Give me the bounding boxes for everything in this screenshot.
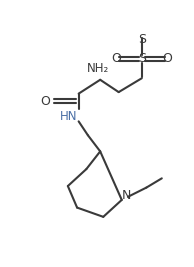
- Text: O: O: [162, 53, 172, 65]
- Text: O: O: [111, 53, 121, 65]
- Text: S: S: [138, 53, 146, 65]
- Text: HN: HN: [60, 110, 77, 123]
- Text: N: N: [122, 189, 131, 202]
- Text: O: O: [40, 95, 50, 108]
- Text: S: S: [138, 33, 146, 46]
- Text: NH₂: NH₂: [87, 62, 109, 76]
